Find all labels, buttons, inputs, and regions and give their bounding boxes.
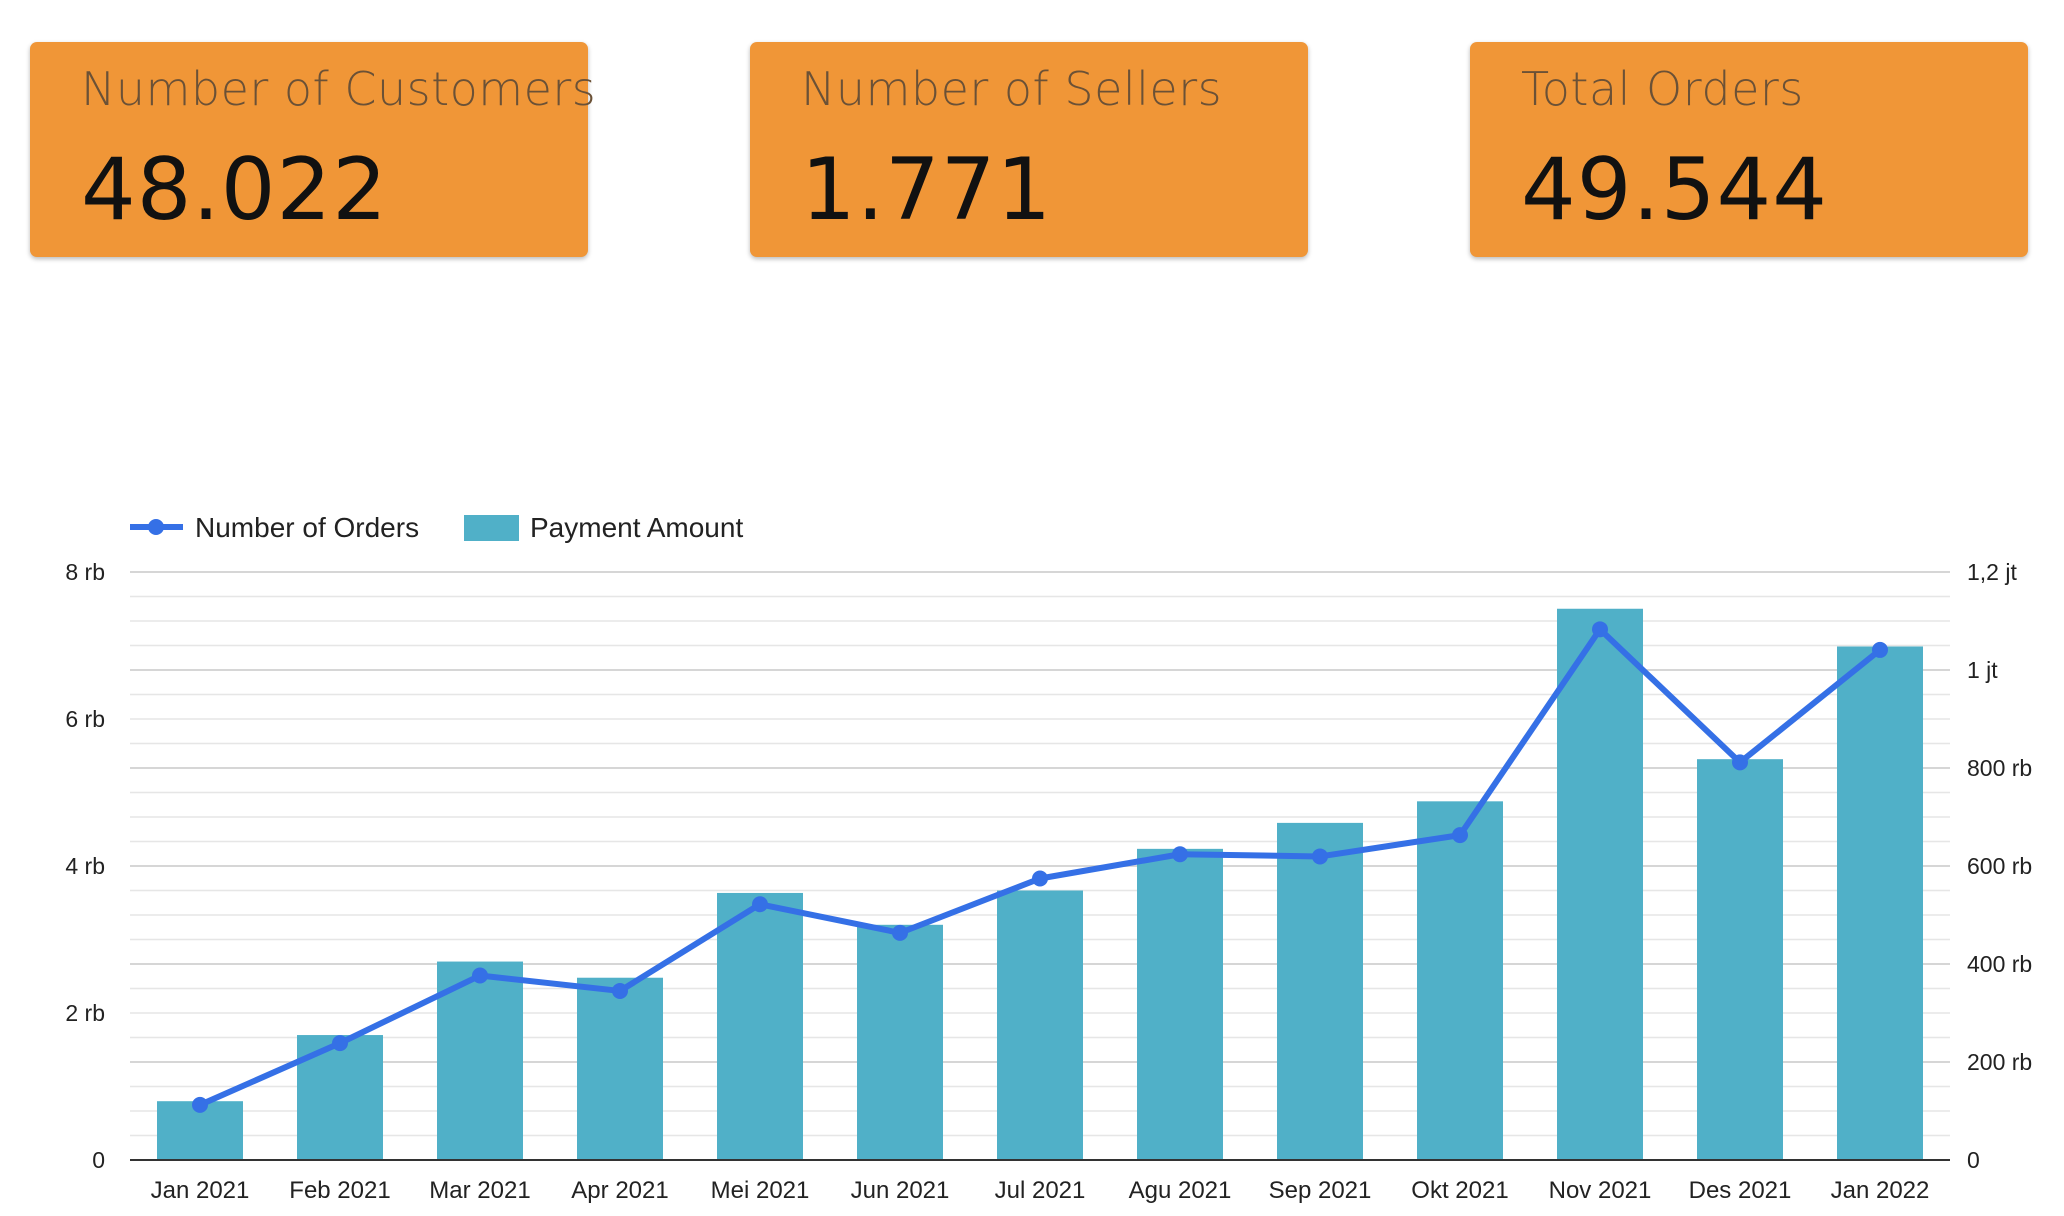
- bar: [997, 890, 1083, 1160]
- bar: [857, 924, 943, 1160]
- y-left-tick-label: 2 rb: [65, 1000, 105, 1026]
- x-tick-label: Agu 2021: [1129, 1177, 1232, 1204]
- bar-series: [157, 608, 1923, 1160]
- x-tick-label: Jun 2021: [851, 1177, 950, 1204]
- kpi-title: Number of Customers: [81, 62, 597, 116]
- legend-marker-swatch: [148, 519, 164, 535]
- bar: [1697, 759, 1783, 1160]
- y-right-tick-label: 0: [1967, 1147, 1980, 1173]
- y-left-tick-label: 4 rb: [65, 853, 105, 879]
- bar: [577, 977, 663, 1160]
- grid-lines: [130, 571, 1950, 1137]
- kpi-value: 49.544: [1521, 140, 1828, 240]
- y-right-tick-label: 600 rb: [1967, 853, 2032, 879]
- kpi-value: 48.022: [81, 140, 388, 240]
- kpi-title: Number of Sellers: [801, 62, 1223, 116]
- x-tick-label: Des 2021: [1689, 1177, 1792, 1204]
- bar: [717, 892, 803, 1160]
- y-left-tick-label: 6 rb: [65, 706, 105, 732]
- line-point: [752, 896, 768, 913]
- kpi-card-customers: Number of Customers 48.022: [30, 42, 596, 257]
- line-point: [332, 1035, 348, 1052]
- kpi-card-sellers: Number of Sellers 1.771: [750, 42, 1308, 257]
- line-point: [472, 967, 488, 984]
- y-right-tick-label: 1,2 jt: [1967, 559, 2017, 585]
- kpi-value: 1.771: [801, 140, 1053, 240]
- x-tick-label: Jan 2021: [151, 1177, 250, 1204]
- line-point: [192, 1096, 208, 1113]
- line-point: [1732, 754, 1748, 771]
- line-point: [1032, 870, 1048, 887]
- x-tick-label: Sep 2021: [1269, 1177, 1372, 1204]
- legend-bar-swatch: [464, 515, 519, 541]
- bar: [1417, 801, 1503, 1160]
- y-left-tick-label: 8 rb: [65, 559, 105, 585]
- line-point: [1872, 641, 1888, 658]
- chart-legend: Number of Orders Payment Amount: [130, 512, 743, 543]
- legend-label-payment: Payment Amount: [530, 512, 743, 543]
- y-right-tick-label: 800 rb: [1967, 755, 2032, 781]
- x-tick-label: Mar 2021: [429, 1177, 530, 1204]
- bar: [1137, 848, 1223, 1160]
- line-point: [1592, 621, 1608, 638]
- x-tick-label: Okt 2021: [1411, 1177, 1508, 1204]
- legend-label-orders: Number of Orders: [195, 512, 419, 543]
- x-tick-label: Apr 2021: [571, 1177, 668, 1204]
- kpi-title: Total Orders: [1521, 62, 1804, 116]
- line-point: [1172, 846, 1188, 863]
- axes: Jan 2021 Feb 2021 Mar 2021 Apr 2021 Mei 2021…: [65, 559, 2032, 1204]
- y-right-tick-label: 1 jt: [1967, 657, 1998, 683]
- bar: [1557, 608, 1643, 1160]
- x-tick-label: Mei 2021: [711, 1177, 810, 1204]
- y-right-tick-label: 200 rb: [1967, 1049, 2032, 1075]
- combo-chart: Jan 2021 Feb 2021 Mar 2021 Apr 2021 Mei 2021…: [65, 512, 2032, 1204]
- line-point: [892, 924, 908, 941]
- line-point: [1452, 827, 1468, 844]
- x-tick-label: Jul 2021: [995, 1177, 1086, 1204]
- x-tick-label: Jan 2022: [1831, 1177, 1930, 1204]
- bar: [1277, 822, 1363, 1160]
- bar: [437, 961, 523, 1160]
- line-series: [192, 621, 1888, 1113]
- y-right-tick-label: 400 rb: [1967, 951, 2032, 977]
- y-left-tick-label: 0: [92, 1147, 105, 1173]
- line-point: [612, 982, 628, 999]
- bar: [1837, 646, 1923, 1160]
- kpi-card-orders: Total Orders 49.544: [1470, 42, 2028, 257]
- line-point: [1312, 848, 1328, 865]
- x-tick-label: Feb 2021: [289, 1177, 390, 1204]
- x-tick-label: Nov 2021: [1549, 1177, 1652, 1204]
